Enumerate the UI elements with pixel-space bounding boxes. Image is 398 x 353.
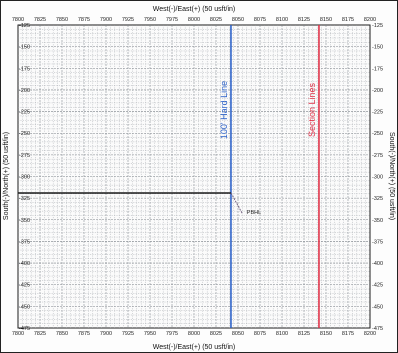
y-tick-label-right: -450: [372, 304, 383, 310]
x-tick-label-top: 7900: [100, 17, 112, 23]
y-tick-label-right: -275: [372, 153, 383, 159]
x-tick-label-bottom: 7825: [34, 331, 46, 337]
y-tick-label-left: -125: [19, 23, 30, 29]
x-tick-label-bottom: 8000: [188, 331, 200, 337]
y-tick-label-right: -150: [372, 45, 383, 51]
y-tick-label-right: -200: [372, 88, 383, 94]
reference-line-label: 100' Hard Line: [219, 81, 229, 139]
y-tick-label-left: -450: [19, 304, 30, 310]
y-axis-title-left: South(-)/North(+) (50 usft/in): [3, 132, 10, 220]
x-axis-title-top: West(-)/East(+) (50 usft/in): [153, 6, 236, 13]
x-tick-label-bottom: 8100: [276, 331, 288, 337]
vertical-reference-lines: 100' Hard Line Section Lines: [219, 25, 320, 328]
gridlines: [18, 25, 370, 328]
x-tick-label-bottom: 8050: [232, 331, 244, 337]
y-tick-labels-right: -125 -150 -175 -200 -225 -250 -275 -300 -325 -350…: [372, 23, 383, 332]
x-tick-labels-bottom: 7800 7825 7850 7875 7900 7925 7950 7975 8000 8025…: [12, 331, 376, 337]
x-tick-label-bottom: 7875: [78, 331, 90, 337]
x-tick-label-top: 7875: [78, 17, 90, 23]
x-tick-label-bottom: 8025: [210, 331, 222, 337]
x-tick-labels-top: 7800 7825 7850 7875 7900 7925 7950 7975 8000 8025…: [12, 17, 376, 23]
x-tick-label-bottom: 8125: [298, 331, 310, 337]
x-tick-label-bottom: 8200: [364, 331, 376, 337]
y-tick-label-right: -225: [372, 110, 383, 116]
x-tick-label-top: 7925: [122, 17, 134, 23]
y-tick-label-right: -375: [372, 239, 383, 245]
x-tick-label-top: 8100: [276, 17, 288, 23]
pbhl-label: PBHL: [247, 210, 261, 216]
x-tick-label-top: 8175: [342, 17, 354, 23]
y-tick-label-left: -375: [19, 239, 30, 245]
x-tick-label-top: 7850: [56, 17, 68, 23]
y-tick-label-left: -325: [19, 196, 30, 202]
x-tick-label-bottom: 8150: [320, 331, 332, 337]
pbhl-leader-line: [230, 192, 243, 214]
x-tick-label-top: 7950: [144, 17, 156, 23]
y-tick-label-left: -225: [19, 110, 30, 116]
y-tick-label-right: -250: [372, 131, 383, 137]
y-tick-label-left: -200: [19, 88, 30, 94]
y-tick-label-right: -425: [372, 283, 383, 289]
x-axis-title-bottom: West(-)/East(+) (50 usft/in): [153, 344, 236, 351]
x-tick-label-bottom: 8175: [342, 331, 354, 337]
x-tick-label-bottom: 8075: [254, 331, 266, 337]
y-tick-label-left: -425: [19, 283, 30, 289]
x-tick-label-bottom: 7800: [12, 331, 24, 337]
y-tick-label-right: -400: [372, 261, 383, 267]
x-tick-label-top: 7800: [12, 17, 24, 23]
x-tick-label-top: 8150: [320, 17, 332, 23]
y-axis-title-right: South(-)/North(+) (50 usft/in): [388, 132, 395, 220]
chart-annotations: PBHL: [247, 210, 261, 216]
x-tick-label-top: 7825: [34, 17, 46, 23]
y-tick-label-right: -350: [372, 218, 383, 224]
x-tick-label-top: 8075: [254, 17, 266, 23]
x-tick-label-bottom: 7850: [56, 331, 68, 337]
y-tick-label-left: -275: [19, 153, 30, 159]
y-tick-label-left: -250: [19, 131, 30, 137]
x-tick-label-bottom: 7900: [100, 331, 112, 337]
y-tick-label-right: -175: [372, 66, 383, 72]
x-tick-label-bottom: 7975: [166, 331, 178, 337]
y-tick-label-left: -300: [19, 175, 30, 181]
x-tick-label-top: 8050: [232, 17, 244, 23]
y-tick-label-right: -475: [372, 326, 383, 332]
y-tick-label-right: -325: [372, 196, 383, 202]
y-tick-label-right: -300: [372, 175, 383, 181]
x-tick-label-top: 8000: [188, 17, 200, 23]
y-tick-label-left: -150: [19, 45, 30, 51]
reference-line-label: Section Lines: [307, 82, 317, 137]
x-tick-label-bottom: 7925: [122, 331, 134, 337]
y-tick-label-right: -125: [372, 23, 383, 29]
y-tick-label-left: -175: [19, 66, 30, 72]
y-tick-label-left: -350: [19, 218, 30, 224]
x-tick-label-bottom: 7950: [144, 331, 156, 337]
y-tick-labels-left: -125 -150 -175 -200 -225 -250 -275 -300 -325 -350…: [19, 23, 30, 332]
well-path-series: [18, 192, 243, 214]
x-tick-label-top: 8025: [210, 17, 222, 23]
x-tick-label-top: 7975: [166, 17, 178, 23]
y-tick-label-left: -400: [19, 261, 30, 267]
x-tick-label-top: 8200: [364, 17, 376, 23]
x-tick-label-top: 8125: [298, 17, 310, 23]
y-tick-label-left: -475: [19, 326, 30, 332]
